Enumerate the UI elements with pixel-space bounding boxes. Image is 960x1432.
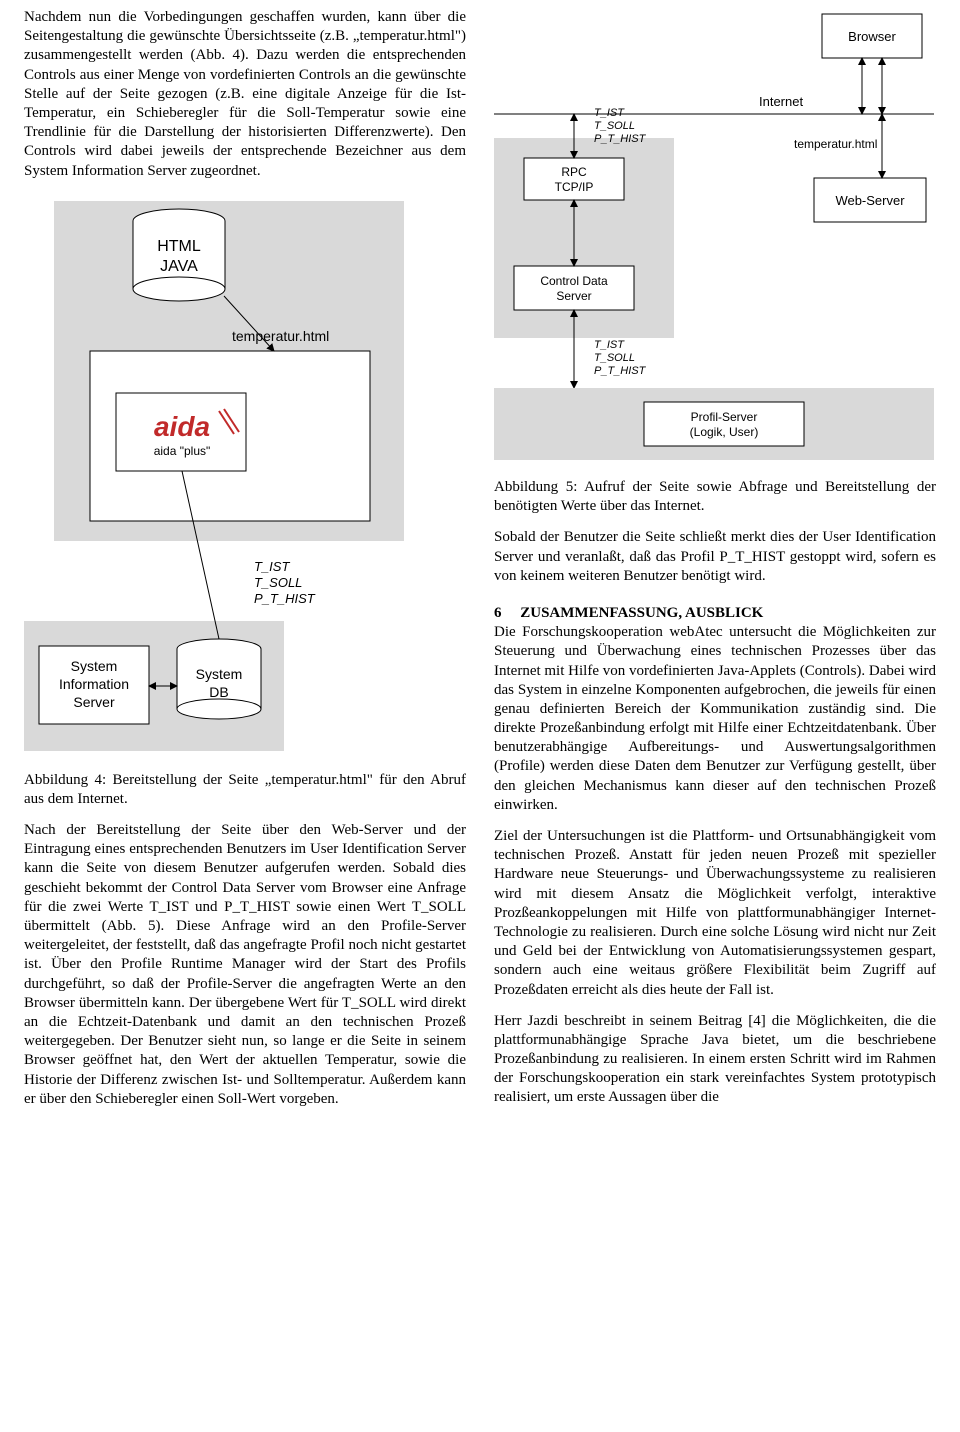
svg-text:System: System (196, 666, 243, 682)
section-number: 6 (494, 605, 502, 621)
svg-text:TCP/IP: TCP/IP (555, 180, 594, 194)
svg-text:System: System (71, 658, 118, 674)
labels-t-values: T_IST T_SOLL P_T_HIST (254, 559, 316, 606)
svg-text:T_SOLL: T_SOLL (254, 575, 302, 590)
svg-text:Profil-Server: Profil-Server (691, 410, 758, 424)
svg-text:aida "plus": aida "plus" (154, 444, 211, 458)
svg-text:P_T_HIST: P_T_HIST (594, 133, 647, 145)
aida-box: aida aida "plus" (116, 393, 246, 471)
svg-text:T_SOLL: T_SOLL (594, 352, 635, 364)
svg-text:P_T_HIST: P_T_HIST (594, 365, 647, 377)
paragraph-p4: Die Forschungskooperation webAtec unters… (494, 623, 936, 815)
column-left: Nachdem nun die Vorbedingungen geschaffe… (24, 8, 466, 1408)
labels-t-values-top: T_IST T_SOLL P_T_HIST (594, 107, 647, 145)
svg-text:T_IST: T_IST (254, 559, 290, 574)
figure-4-caption: Abbildung 4: Bereitstellung der Seite „t… (24, 771, 466, 809)
svg-text:T_SOLL: T_SOLL (594, 120, 635, 132)
figure-5-caption: Abbildung 5: Aufruf der Seite sowie Abfr… (494, 478, 936, 516)
paragraph-after-fig4: Nach der Bereitstellung der Seite über d… (24, 821, 466, 1109)
svg-text:RPC: RPC (561, 165, 587, 179)
section-heading: 6 ZUSAMMENFASSUNG, AUSBLICK (494, 604, 936, 623)
paragraph-p6: Herr Jazdi beschreibt in seinem Beitrag … (494, 1012, 936, 1108)
svg-text:Control Data: Control Data (540, 274, 608, 288)
figure-4: HTML JAVA temperatur.html aida aida "plu… (24, 191, 466, 761)
box-profil-server (644, 402, 804, 446)
svg-text:JAVA: JAVA (160, 258, 198, 275)
label-internet: Internet (759, 94, 803, 109)
svg-text:Server: Server (73, 694, 115, 710)
svg-text:(Logik, User): (Logik, User) (690, 425, 759, 439)
labels-t-values-mid: T_IST T_SOLL P_T_HIST (594, 339, 647, 377)
label-temperatur-html: temperatur.html (232, 328, 329, 344)
paragraph-p5: Ziel der Untersuchungen ist die Plattfor… (494, 827, 936, 1000)
svg-text:Browser: Browser (848, 29, 896, 44)
svg-text:Server: Server (556, 289, 591, 303)
svg-text:DB: DB (209, 684, 228, 700)
box-system-information-server: System Information Server (39, 646, 149, 724)
svg-text:Web-Server: Web-Server (835, 193, 905, 208)
box-control-data-server (514, 266, 634, 310)
svg-text:T_IST: T_IST (594, 339, 625, 351)
paragraph-intro: Nachdem nun die Vorbedingungen geschaffe… (24, 8, 466, 181)
svg-text:HTML: HTML (157, 238, 201, 255)
figure-5: Browser Internet temperatur.html Web-Ser… (494, 8, 936, 468)
svg-text:Information: Information (59, 676, 129, 692)
cylinder-html-java: HTML JAVA (133, 209, 225, 301)
svg-text:aida: aida (154, 411, 210, 442)
label-temperatur-html-5: temperatur.html (794, 137, 877, 151)
paragraph-p3: Sobald der Benutzer die Seite schließt m… (494, 528, 936, 586)
cylinder-system-db: System DB (177, 639, 261, 719)
column-right: Browser Internet temperatur.html Web-Ser… (494, 8, 936, 1408)
svg-text:T_IST: T_IST (594, 107, 625, 119)
section-title: ZUSAMMENFASSUNG, AUSBLICK (520, 605, 763, 621)
svg-text:P_T_HIST: P_T_HIST (254, 591, 316, 606)
